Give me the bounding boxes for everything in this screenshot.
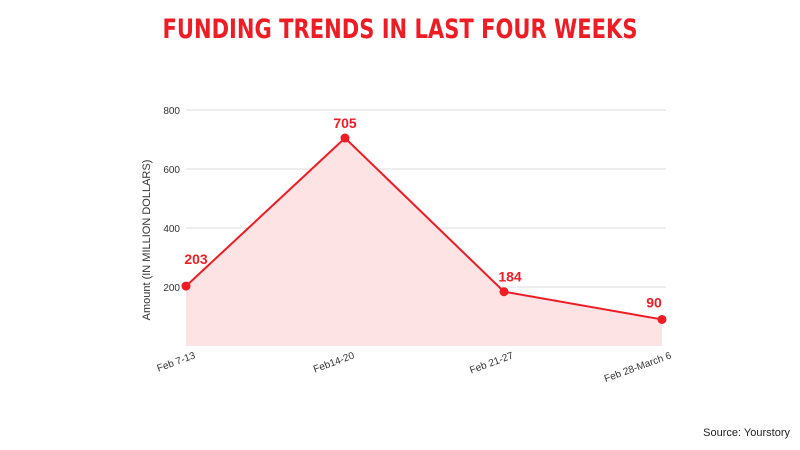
x-tick-label: Feb 21-27 [468,350,515,376]
data-label: 90 [646,294,662,310]
data-point [499,287,509,297]
series-line [185,136,663,321]
series-area [186,138,662,346]
y-tick-label: 200 [163,283,180,294]
x-tick-label: Feb14-20 [312,350,356,375]
x-tick-label: Feb 28-March 6 [603,350,674,385]
y-tick-label: 600 [163,165,180,176]
source-note: Source: Yourstory [703,427,790,439]
data-label: 705 [333,115,357,131]
data-label: 203 [184,251,208,267]
data-points [181,133,667,324]
data-label: 184 [498,269,522,285]
y-tick-label: 400 [163,224,180,235]
x-tick-labels: Feb 7-13 Feb14-20 Feb 21-27 Feb 28-March 6 [156,350,674,385]
y-tick-labels: 200 400 600 800 [163,106,180,294]
y-axis-title: Amount (IN MILLION DOLLARS) [141,160,153,321]
data-point [340,133,350,143]
x-tick-label: Feb 7-13 [156,350,198,374]
data-labels: 203 705 184 90 [184,115,662,310]
y-tick-label: 800 [163,106,180,117]
data-point [657,314,667,324]
chart-title: FUNDING TRENDS IN LAST FOUR WEEKS [162,14,638,45]
data-point [181,281,191,291]
series-line-layer [185,136,663,321]
area-fill-layer [186,138,662,346]
